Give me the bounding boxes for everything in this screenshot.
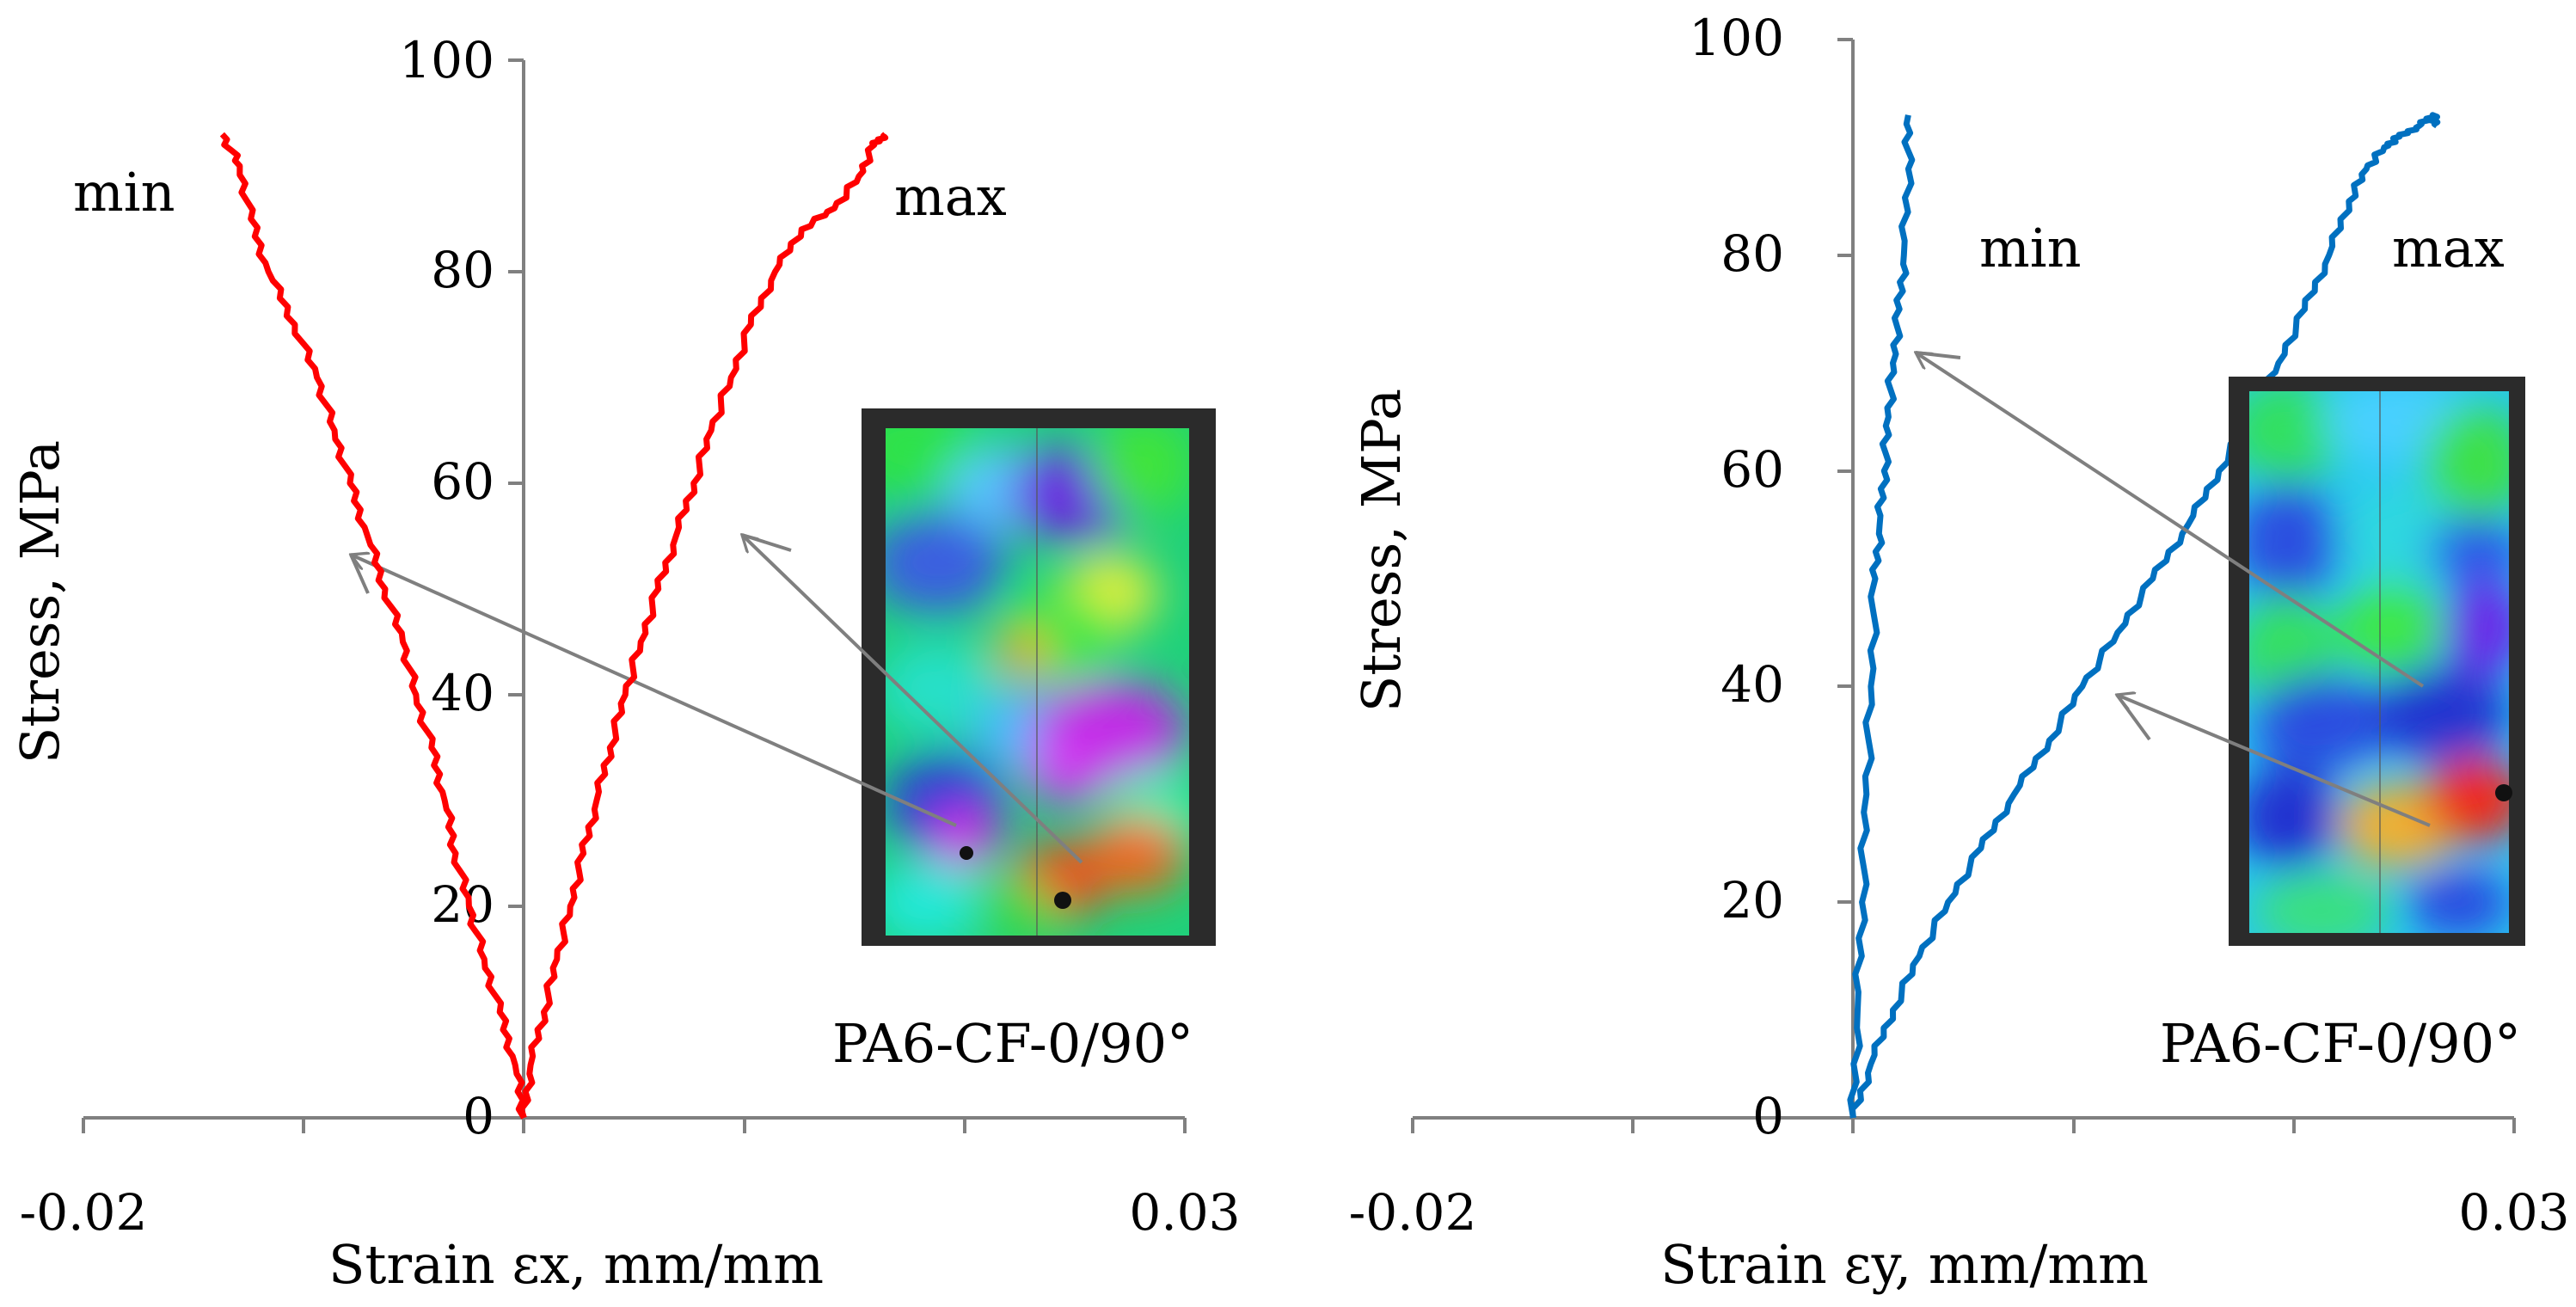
right-y-axis-title: Stress, MPa (1350, 389, 1413, 712)
right-y-tick-label: 60 (1720, 440, 1784, 499)
left-x-ticks (82, 1118, 1187, 1133)
right-series-max-line (1849, 112, 2441, 1119)
left-chart: 0 20 40 60 80 100 -0.02 0.03 Strain εx, … (9, 31, 1241, 1296)
right-max-label: max (2392, 217, 2505, 279)
left-x-tick-label: 0.03 (1129, 1183, 1240, 1242)
left-x-axis-title: Strain εx, mm/mm (328, 1233, 824, 1296)
left-y-tick-label: 0 (463, 1087, 494, 1145)
left-y-ticks (508, 58, 524, 1120)
right-max-arrow (2117, 695, 2431, 827)
left-max-label: max (894, 165, 1007, 228)
left-y-tick-label: 40 (431, 664, 494, 722)
left-x-tick-label: -0.02 (20, 1183, 148, 1242)
left-strain-map-image (862, 408, 1216, 946)
left-y-tick-label: 100 (399, 31, 494, 89)
right-min-arrow-barb (1915, 351, 1961, 359)
right-y-tick-label: 80 (1720, 224, 1784, 283)
right-min-arrow (1916, 353, 2425, 688)
left-y-axis-title: Stress, MPa (9, 440, 71, 764)
left-y-tick-label: 60 (431, 452, 494, 511)
left-min-arrow-barb (349, 554, 370, 594)
right-min-label: min (1979, 217, 2082, 279)
left-series-min-line (219, 132, 527, 1120)
right-y-tick-label: 20 (1720, 871, 1784, 930)
right-max-arrow-barb (2115, 693, 2151, 741)
right-chart: 0 20 40 60 80 100 -0.02 0.03 Strain εy, … (1349, 9, 2570, 1296)
right-series-min-line (1847, 114, 1916, 1119)
right-strain-map-image (2229, 377, 2525, 946)
right-specimen-label: PA6-CF-0/90° (2160, 1012, 2521, 1075)
right-x-tick-label: -0.02 (1349, 1183, 1477, 1242)
right-x-axis-title: Strain εy, mm/mm (1660, 1233, 2149, 1296)
right-y-tick-label: 0 (1752, 1087, 1784, 1145)
left-min-label: min (73, 161, 175, 224)
right-x-tick-label: 0.03 (2458, 1183, 2569, 1242)
left-specimen-label: PA6-CF-0/90° (832, 1012, 1193, 1075)
left-y-tick-label: 80 (431, 241, 494, 299)
right-y-ticks (1837, 38, 1853, 1120)
right-y-tick-label: 40 (1720, 655, 1784, 714)
left-series-max-line (518, 132, 889, 1120)
right-y-tick-label: 100 (1689, 9, 1784, 67)
right-x-ticks (1411, 1118, 2516, 1133)
left-max-arrow (742, 535, 1083, 864)
left-max-arrow-barb (741, 533, 792, 552)
left-min-arrow (351, 555, 957, 827)
